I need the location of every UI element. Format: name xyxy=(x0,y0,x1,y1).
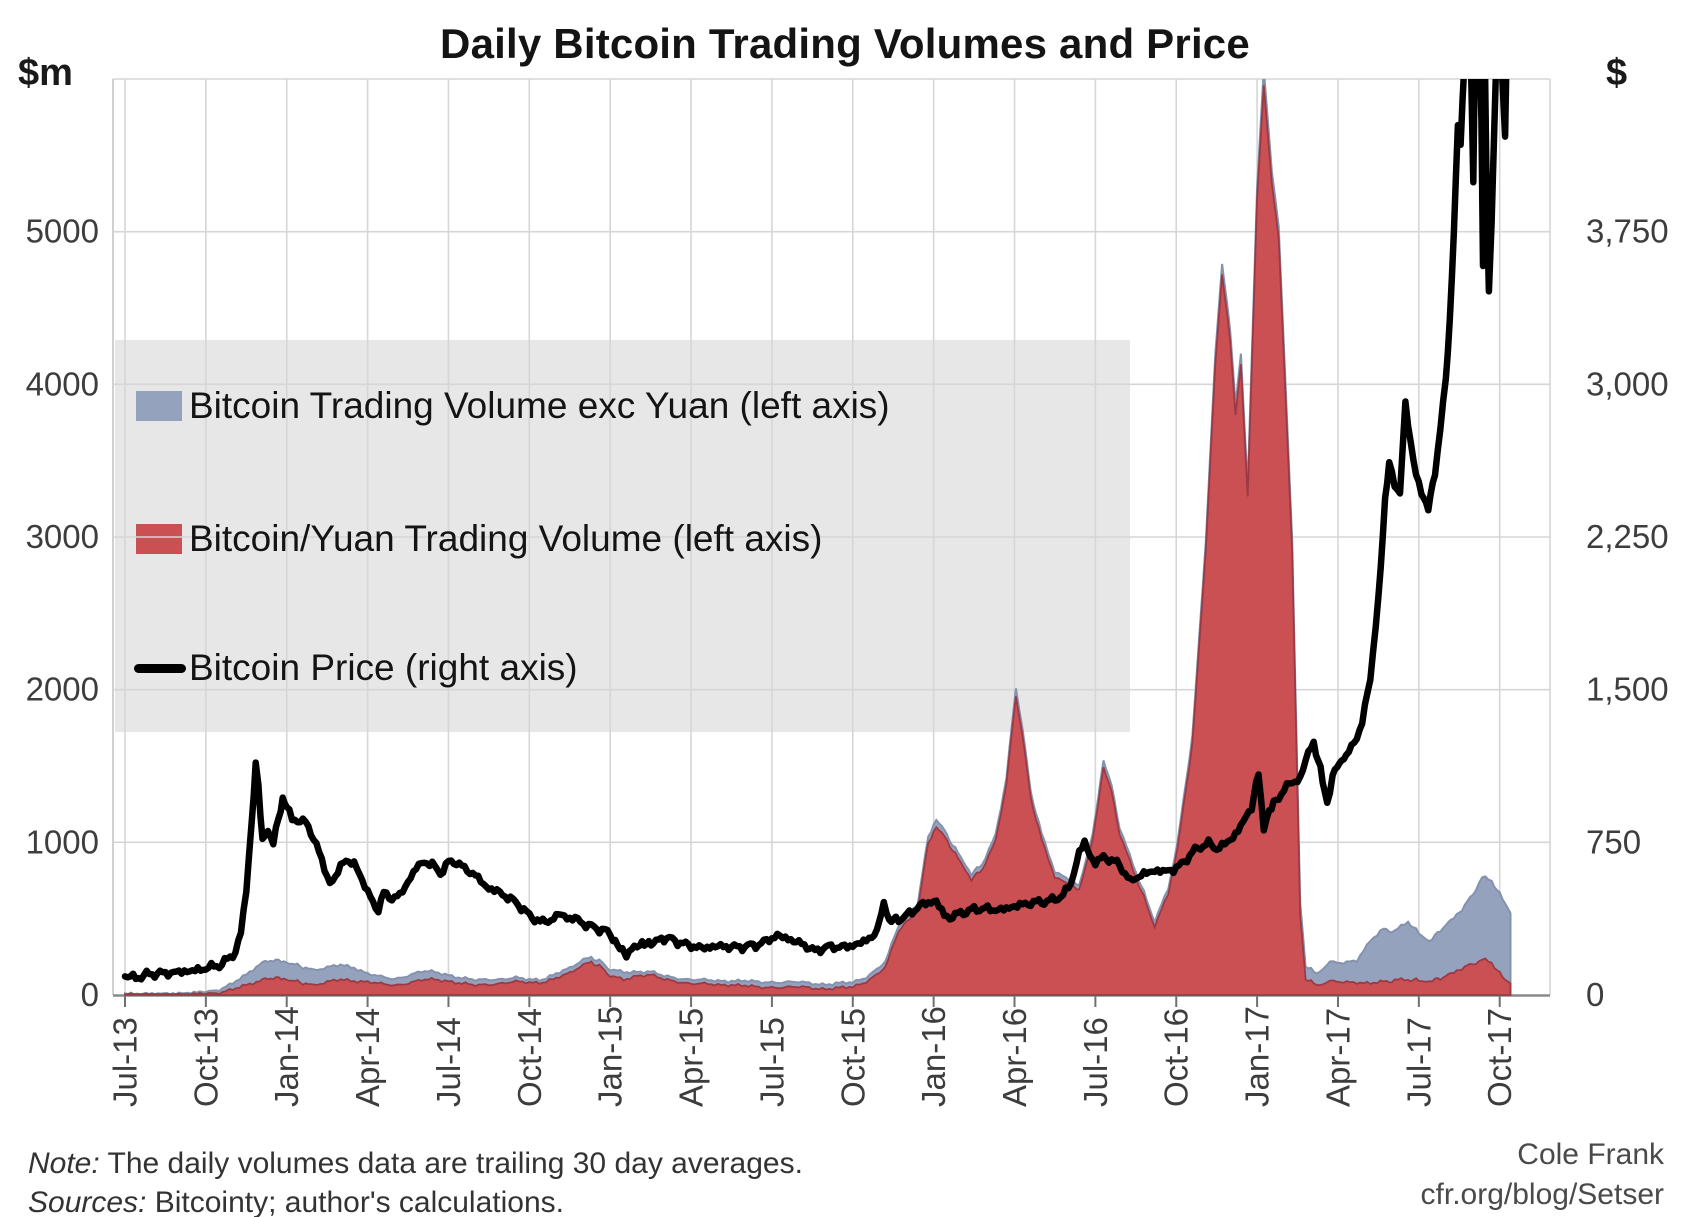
x-axis-label: Jul-14 xyxy=(430,1017,467,1107)
volume-areas xyxy=(124,79,1512,996)
axis-labels: 0 1000 2000 3000 4000 5000 0 750 1,500 2,250 3,000… xyxy=(26,213,1669,1107)
legend-box xyxy=(115,340,1130,732)
y-axis-right-label: 750 xyxy=(1586,823,1641,860)
chart-title: Daily Bitcoin Trading Volumes and Price xyxy=(440,20,1250,67)
left-axis-unit: $m xyxy=(18,52,73,94)
credit-url: cfr.org/blog/Setser xyxy=(1420,1178,1664,1211)
credit-author: Cole Frank xyxy=(1517,1138,1664,1171)
price-series xyxy=(121,79,1510,983)
x-axis-label: Apr-15 xyxy=(673,1008,710,1107)
x-axis-label: Apr-16 xyxy=(996,1008,1033,1107)
y-axis-right-label: 3,000 xyxy=(1586,365,1669,402)
legend-swatch-price-line xyxy=(134,664,186,673)
note-line: Note: The daily volumes data are trailin… xyxy=(28,1147,803,1181)
y-axis-left-label: 5000 xyxy=(26,213,99,250)
note-text: The daily volumes data are trailing 30 d… xyxy=(99,1147,803,1180)
x-axis-label: Jul-15 xyxy=(753,1017,790,1107)
x-axis-label: Apr-17 xyxy=(1319,1008,1356,1107)
y-axis-left-label: 0 xyxy=(81,976,99,1013)
y-axis-left-label: 1000 xyxy=(26,823,99,860)
y-axis-right-label: 2,250 xyxy=(1586,518,1669,555)
x-axis-label: Oct-15 xyxy=(834,1008,871,1107)
x-axis-label: Oct-13 xyxy=(187,1008,224,1107)
sources-label: Sources: xyxy=(28,1186,147,1217)
yuan-volume-area xyxy=(124,85,1512,996)
x-axis-label: Jul-13 xyxy=(107,1017,144,1107)
legend-label-price: Bitcoin Price (right axis) xyxy=(189,647,578,688)
x-axis-label: Apr-14 xyxy=(349,1008,386,1107)
x-axis-label: Jan-16 xyxy=(915,1006,952,1107)
y-axis-right-label: 0 xyxy=(1586,976,1604,1013)
bitcoin-price-line xyxy=(121,79,1510,983)
legend-label-exc-yuan-volume: Bitcoin Trading Volume exc Yuan (left ax… xyxy=(189,385,890,426)
x-axis-label: Jan-14 xyxy=(268,1006,305,1107)
x-axis-label: Oct-16 xyxy=(1158,1008,1195,1107)
x-tick-marks xyxy=(124,996,1501,1007)
x-axis-label: Oct-17 xyxy=(1481,1008,1518,1107)
sources-line: Sources: Bitcointy; author's calculation… xyxy=(28,1186,564,1217)
legend-swatch-yuan xyxy=(136,524,182,554)
y-axis-right-label: 1,500 xyxy=(1586,671,1669,708)
x-axis-label: Jul-16 xyxy=(1077,1017,1114,1107)
note-label: Note: xyxy=(28,1147,100,1180)
legend-swatch-exc-yuan xyxy=(136,391,182,421)
y-axis-right-label: 3,750 xyxy=(1586,213,1669,250)
legend-label-yuan-volume: Bitcoin/Yuan Trading Volume (left axis) xyxy=(189,518,823,559)
x-axis-label: Oct-14 xyxy=(511,1008,548,1107)
sources-text: Bitcointy; author's calculations. xyxy=(146,1186,564,1217)
x-axis-label: Jul-17 xyxy=(1400,1017,1437,1107)
y-axis-left-label: 3000 xyxy=(26,518,99,555)
y-axis-left-label: 2000 xyxy=(26,671,99,708)
x-axis-label: Jan-15 xyxy=(592,1006,629,1107)
x-axis-label: Jan-17 xyxy=(1239,1006,1276,1107)
y-axis-left-label: 4000 xyxy=(26,365,99,402)
right-axis-unit: $ xyxy=(1606,52,1628,94)
